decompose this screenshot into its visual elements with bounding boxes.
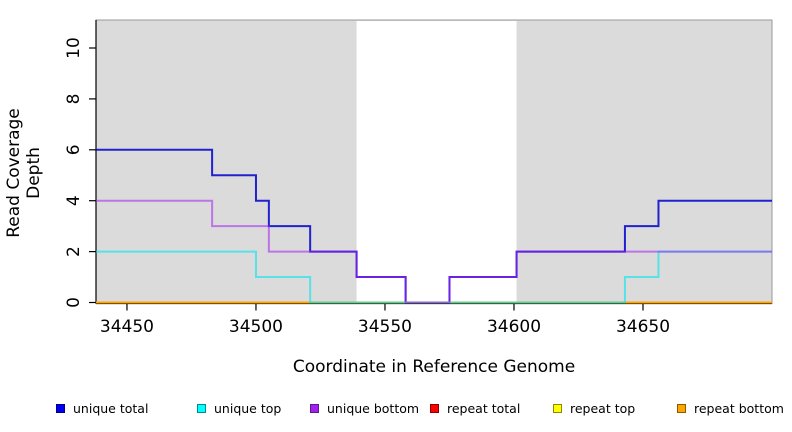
y-axis-tick-label: 10 — [64, 37, 84, 59]
y-axis-tick-label: 2 — [64, 246, 84, 257]
x-axis-tick-label: 34550 — [358, 317, 412, 337]
y-axis-tick-label: 8 — [64, 93, 84, 104]
y-axis-title: Read Coverage Depth — [4, 108, 44, 238]
x-axis-tick-label: 34450 — [100, 317, 154, 337]
y-axis-tick-label: 4 — [64, 195, 84, 206]
series-line-unique-bottom — [96, 199, 772, 304]
non-repeat-gap — [356, 21, 517, 303]
series-line-unique-top — [96, 250, 772, 304]
y-axis-tick-label: 6 — [64, 144, 84, 155]
x-axis-title: Coordinate in Reference Genome — [292, 357, 576, 377]
x-axis-tick-label: 34600 — [487, 317, 541, 337]
x-axis-tick-label: 34650 — [616, 317, 670, 337]
x-axis-tick-label: 34500 — [229, 317, 283, 337]
y-axis-tick-label: 0 — [64, 297, 84, 308]
